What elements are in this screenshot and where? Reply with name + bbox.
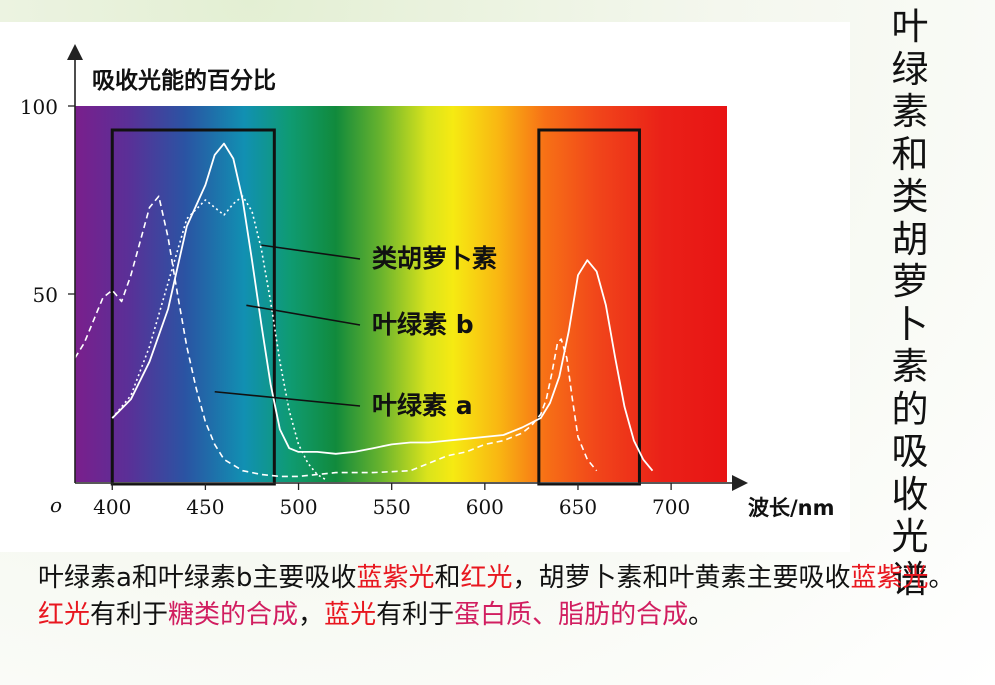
caption-segment: 蛋白质、脂肪的合成 — [454, 600, 689, 630]
caption-segment: 红光 — [460, 563, 513, 593]
series-leader-line — [214, 390, 361, 407]
series-leader-line — [246, 304, 361, 326]
x-tick-label: 700 — [652, 495, 690, 519]
caption-segment: 和 — [434, 563, 461, 593]
caption-segment: 红光 — [38, 600, 91, 630]
series-line — [74, 195, 598, 478]
series-label: 叶绿素 b — [372, 310, 474, 339]
series-line — [111, 142, 654, 472]
x-tick-label: 500 — [279, 495, 317, 519]
x-tick-label: 600 — [466, 495, 504, 519]
x-tick-label: 550 — [373, 495, 411, 519]
x-tick-label: 450 — [186, 495, 224, 519]
origin-label: o — [50, 493, 62, 517]
visible-spectrum-band — [75, 106, 727, 482]
caption-text: 叶绿素a和叶绿素b主要吸收蓝紫光和红光，胡萝卜素和叶黄素主要吸收蓝紫光。红光有利… — [38, 560, 978, 634]
absorption-highlight-box — [537, 128, 641, 486]
absorption-spectrum-chart: 400 450 500 550 600 650 700 50 100 类胡萝卜素叶绿素 b 叶绿素… — [0, 22, 850, 552]
y-tick-label: 50 — [33, 283, 58, 307]
x-tick-label: 400 — [93, 495, 131, 519]
caption-segment: ， — [298, 600, 325, 630]
caption-segment: 有利于 — [376, 600, 455, 630]
side-title: 叶绿素和类胡萝卜素的吸收光谱 — [891, 5, 929, 601]
caption-segment: 蓝光 — [324, 600, 377, 630]
y-tick-label: 100 — [20, 95, 58, 119]
series-leader-line — [261, 244, 361, 260]
series-label: 类胡萝卜素 — [372, 244, 497, 273]
absorption-highlight-box — [110, 128, 276, 486]
caption-segment: 。 — [928, 563, 955, 593]
y-axis-label: 吸收光能的百分比 — [92, 67, 276, 94]
caption-segment: 蓝紫光 — [850, 563, 929, 593]
series-label: 叶绿素 a — [372, 391, 473, 420]
caption-segment: 有利于 — [90, 600, 169, 630]
x-tick-label: 650 — [559, 495, 597, 519]
x-axis-label: 波长/nm — [748, 496, 835, 520]
caption-segment: ，胡萝卜素和叶黄素主要吸收 — [512, 563, 851, 593]
caption-segment: 叶绿素a和叶绿素b主要吸收 — [38, 563, 357, 593]
caption-segment: 糖类的合成 — [168, 600, 299, 630]
caption-segment: 。 — [688, 600, 715, 630]
caption-segment: 蓝紫光 — [356, 563, 435, 593]
